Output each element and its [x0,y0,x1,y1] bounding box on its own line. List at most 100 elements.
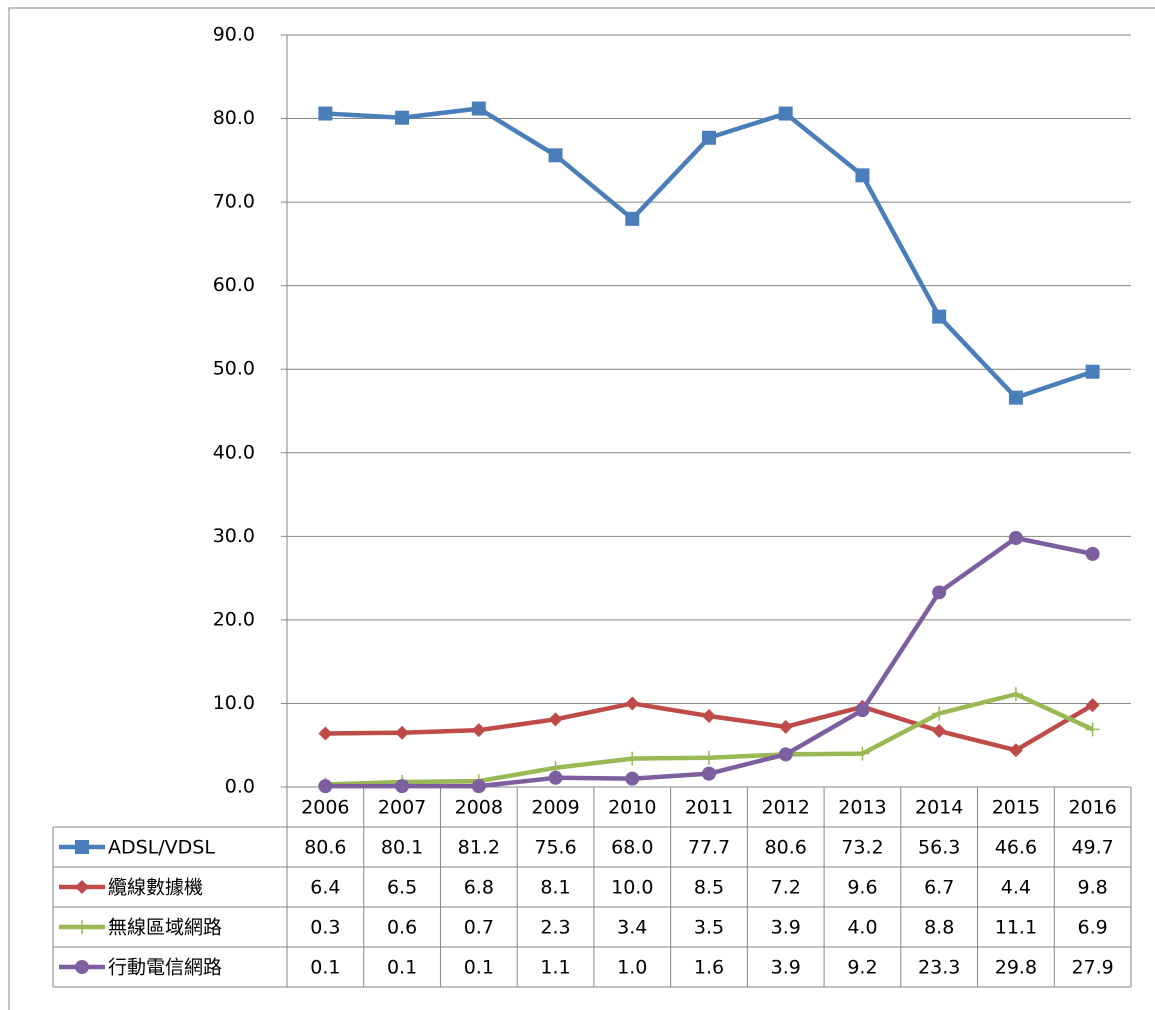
table-value: 80.1 [381,837,423,859]
x-tick-label: 2007 [378,797,426,819]
x-tick-label: 2014 [915,797,963,819]
table-value: 81.2 [458,837,500,859]
marker [625,696,640,711]
table-value: 6.8 [464,877,494,899]
marker [318,106,333,121]
marker [1085,698,1100,713]
table-value: 6.4 [310,877,340,899]
table-value: 23.3 [918,957,960,979]
table-value: 56.3 [918,837,960,859]
legend-label: 行動電信網路 [108,957,222,979]
table-value: 3.9 [771,917,801,939]
marker [702,750,716,765]
y-tick-label: 0.0 [225,776,255,798]
marker [318,726,333,741]
table-value: 11.1 [995,917,1037,939]
marker [75,920,89,934]
y-tick-label: 20.0 [213,608,255,630]
x-tick-label: 2008 [455,797,503,819]
x-tick-label: 2009 [531,797,579,819]
x-tick-label: 2006 [301,797,349,819]
table-value: 0.1 [387,957,417,979]
table-value: 68.0 [611,837,653,859]
x-tick-label: 2015 [992,797,1040,819]
legend-label: 纜線數據機 [108,877,203,899]
marker [702,766,716,781]
table-value: 80.6 [304,837,346,859]
table-value: 8.1 [540,877,570,899]
table-value: 9.8 [1078,877,1108,899]
x-tick-label: 2016 [1068,797,1116,819]
marker [1008,390,1023,405]
marker [1008,531,1023,546]
x-tick-label: 2012 [762,797,810,819]
table-value: 49.7 [1071,837,1113,859]
marker [1008,687,1023,702]
table-value: 6.5 [387,877,417,899]
marker [548,712,563,727]
marker [548,148,563,163]
table-value: 0.1 [310,957,340,979]
y-tick-label: 40.0 [213,441,255,463]
marker [932,309,947,324]
table-value: 10.0 [611,877,653,899]
marker [855,703,870,718]
table-value: 1.6 [694,957,724,979]
marker [75,880,89,894]
table-value: 27.9 [1071,957,1113,979]
marker [1085,722,1100,737]
chart-border [8,7,1155,1010]
marker [778,747,793,762]
x-tick-label: 2011 [685,797,733,819]
marker [548,770,563,785]
table-value: 0.3 [310,917,340,939]
y-tick-label: 70.0 [213,191,255,213]
marker [702,130,716,145]
table-value: 46.6 [995,837,1037,859]
marker [1085,364,1100,379]
marker [471,779,486,794]
table-value: 75.6 [534,837,576,859]
table-value: 9.6 [847,877,877,899]
table-value: 80.6 [765,837,807,859]
marker [1085,546,1100,561]
y-tick-label: 10.0 [213,692,255,714]
table-value: 9.2 [847,957,877,979]
table-value: 3.4 [617,917,647,939]
marker [778,719,793,734]
y-tick-label: 30.0 [213,525,255,547]
marker [395,110,410,125]
legend-label: 無線區域網路 [108,917,222,939]
marker [932,706,947,721]
y-tick-label: 60.0 [213,274,255,296]
table-value: 7.2 [771,877,801,899]
table-value: 3.9 [771,957,801,979]
marker [395,779,410,794]
marker [75,840,89,854]
table-value: 73.2 [841,837,883,859]
table-value: 0.6 [387,917,417,939]
table-value: 77.7 [688,837,730,859]
table-value: 2.3 [540,917,570,939]
table-value: 6.9 [1078,917,1108,939]
table-value: 6.7 [924,877,954,899]
table-value: 1.0 [617,957,647,979]
table-value: 0.7 [464,917,494,939]
table-value: 8.5 [694,877,724,899]
table-value: 3.5 [694,917,724,939]
marker [702,708,716,723]
y-tick-label: 90.0 [213,24,255,46]
marker [1008,743,1023,758]
marker [395,725,410,740]
legend-label: ADSL/VDSL [108,837,215,859]
marker [625,771,640,786]
marker [318,779,333,794]
y-tick-label: 50.0 [213,358,255,380]
marker [471,101,486,116]
marker [855,746,870,761]
table-value: 29.8 [995,957,1037,979]
y-tick-label: 80.0 [213,107,255,129]
marker [625,211,640,226]
table-value: 4.4 [1001,877,1031,899]
